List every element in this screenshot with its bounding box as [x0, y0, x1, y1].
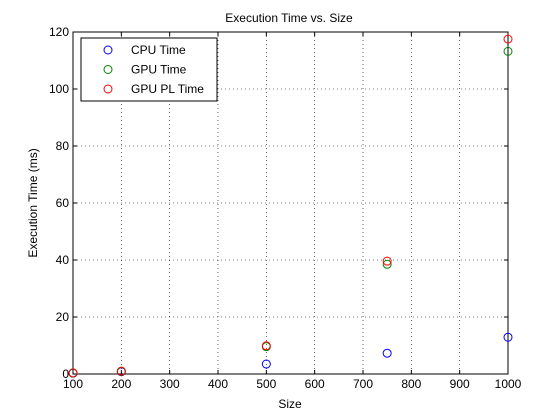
x-tick-label: 800 — [401, 377, 421, 391]
y-axis-label: Execution Time (ms) — [26, 148, 40, 257]
data-point-gpu-time — [503, 46, 513, 56]
data-point-gpu-pl-time — [68, 368, 78, 378]
data-point-gpu-pl-time — [382, 256, 392, 266]
legend-marker-gpu-time — [103, 65, 113, 74]
legend-label-cpu-time: CPU Time — [131, 43, 186, 57]
data-point-cpu-time — [382, 348, 392, 358]
x-tick-label: 100 — [63, 377, 83, 391]
legend: CPU Time GPU Time GPU PL Time — [80, 37, 218, 102]
y-tick-labels: 0 20 40 60 80 100 120 — [49, 25, 69, 381]
legend-entries: CPU Time GPU Time GPU PL Time — [103, 43, 204, 96]
x-tick-label: 500 — [256, 377, 276, 391]
legend-label-gpu-pl-time: GPU PL Time — [131, 82, 204, 96]
data-point-cpu-time — [503, 332, 513, 342]
chart-title: Execution Time vs. Size — [225, 11, 353, 25]
x-tick-label: 700 — [353, 377, 373, 391]
x-axis-label: Size — [278, 397, 302, 411]
legend-marker-cpu-time — [103, 45, 113, 55]
data-point-gpu-pl-time — [261, 341, 271, 351]
y-tick-label: 100 — [49, 82, 69, 96]
data-point-cpu-time — [261, 359, 271, 369]
y-tick-label: 80 — [56, 139, 70, 153]
legend-marker-gpu-pl-time — [103, 84, 113, 94]
x-tick-label: 600 — [305, 377, 325, 391]
data-point-gpu-time — [382, 259, 392, 269]
y-tick-label: 40 — [56, 253, 70, 267]
plot-frame — [72, 31, 509, 375]
x-tick-label: 200 — [111, 377, 131, 391]
y-tick-label: 60 — [56, 196, 70, 210]
x-tick-labels: 100 200 300 400 500 600 700 800 900 1000 — [63, 377, 522, 391]
data-points — [68, 34, 513, 378]
y-tick-label: 20 — [56, 310, 70, 324]
x-tick-label: 300 — [160, 377, 180, 391]
data-point-gpu-pl-time — [116, 366, 126, 376]
legend-label-gpu-time: GPU Time — [131, 63, 187, 77]
data-point-gpu-pl-time — [503, 34, 513, 44]
y-tick-label: 120 — [49, 25, 69, 39]
y-tick-label: 0 — [62, 367, 69, 381]
x-tick-label: 1000 — [495, 377, 522, 391]
x-tick-label: 400 — [208, 377, 228, 391]
x-tick-label: 900 — [450, 377, 470, 391]
